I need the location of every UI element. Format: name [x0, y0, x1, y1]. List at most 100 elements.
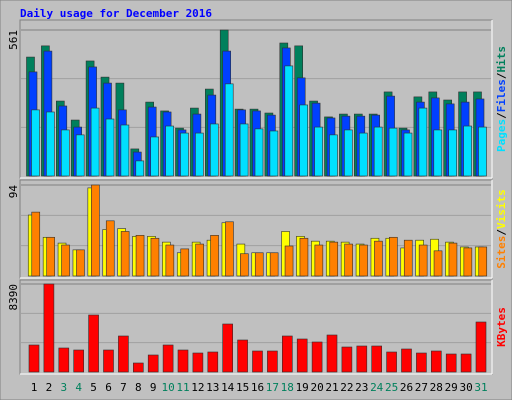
bar: [359, 244, 368, 277]
bar: [135, 235, 145, 277]
bar: [296, 338, 308, 373]
x-tick-label: 27: [415, 381, 428, 394]
bar: [463, 125, 472, 177]
bar: [311, 341, 323, 373]
bar: [61, 244, 70, 277]
bar: [373, 126, 383, 177]
x-tick-label: 4: [75, 381, 82, 394]
bar: [46, 111, 55, 177]
bar: [284, 65, 294, 177]
legend-entry: Sites: [495, 236, 508, 269]
x-tick-label: 7: [120, 381, 127, 394]
bar: [225, 221, 234, 277]
bar: [267, 350, 278, 373]
bar: [389, 236, 398, 277]
bar: [388, 127, 398, 177]
bar: [150, 237, 160, 277]
bar: [356, 345, 368, 373]
bar: [224, 83, 234, 177]
x-tick-label: 29: [445, 381, 458, 394]
bar: [150, 136, 159, 177]
bar: [88, 314, 99, 373]
x-tick-label: 12: [191, 381, 204, 394]
bar: [448, 129, 458, 177]
bar: [344, 243, 353, 277]
x-tick-label: 17: [266, 381, 279, 394]
bar: [344, 129, 353, 177]
x-tick-label: 8: [135, 381, 142, 394]
bar: [105, 220, 115, 277]
bar: [177, 349, 189, 373]
bar: [314, 126, 323, 177]
bar: [192, 352, 204, 373]
legend: Pages/Files/Hits: [495, 46, 508, 152]
bar: [31, 109, 40, 177]
legend-entry: Visits: [495, 189, 508, 229]
x-tick-label: 5: [90, 381, 97, 394]
bar: [299, 237, 309, 277]
x-tick-label: 30: [459, 381, 472, 394]
bar: [254, 128, 264, 177]
bar: [478, 126, 487, 177]
bar: [210, 123, 219, 177]
bar: [254, 252, 264, 277]
bar: [120, 231, 130, 277]
x-tick-label: 22: [340, 381, 353, 394]
legend: Sites/Visits: [495, 189, 508, 269]
y-tick-label: 94: [7, 185, 20, 199]
x-tick-label: 13: [206, 381, 219, 394]
bar: [299, 104, 309, 177]
bar: [118, 335, 129, 373]
bar: [91, 184, 100, 277]
legend-separator: /: [495, 229, 508, 236]
bar: [418, 107, 428, 177]
bar: [371, 345, 383, 373]
bar: [76, 249, 85, 277]
x-tick-label: 10: [161, 381, 174, 394]
x-tick-label: 11: [176, 381, 189, 394]
x-tick-label: 23: [355, 381, 368, 394]
bar: [58, 347, 70, 373]
x-tick-label: 3: [60, 381, 67, 394]
x-tick-label: 2: [46, 381, 53, 394]
bar: [133, 362, 144, 373]
bar: [103, 349, 114, 373]
bar: [28, 344, 40, 373]
x-tick-label: 18: [281, 381, 294, 394]
legend-entry: Pages: [495, 119, 508, 152]
bar: [239, 123, 249, 177]
x-tick-label: 28: [430, 381, 443, 394]
y-tick-label: 561: [7, 30, 20, 50]
bar: [207, 351, 219, 373]
bar: [269, 130, 279, 177]
bar: [401, 348, 412, 373]
bar: [240, 253, 249, 277]
bar: [180, 132, 189, 177]
bar: [237, 339, 248, 373]
bar: [105, 118, 115, 177]
bar: [135, 160, 145, 177]
bar: [43, 283, 55, 373]
x-tick-label: 26: [400, 381, 413, 394]
x-tick-label: 15: [236, 381, 249, 394]
bar: [281, 335, 293, 373]
bar: [162, 344, 174, 373]
bar: [386, 351, 397, 373]
bar: [165, 244, 175, 277]
bar: [329, 134, 338, 177]
x-tick-label: 1: [31, 381, 38, 394]
bar: [252, 350, 263, 373]
bar: [374, 240, 383, 277]
x-tick-label: 16: [251, 381, 264, 394]
bar: [460, 353, 472, 373]
bar: [341, 346, 353, 373]
bar: [90, 107, 100, 177]
y-tick-label: 8390: [7, 284, 20, 311]
bar: [329, 241, 339, 277]
x-tick-label: 14: [221, 381, 235, 394]
bar: [147, 354, 159, 373]
bar: [475, 321, 487, 373]
bar: [60, 129, 70, 177]
bar: [46, 236, 55, 277]
